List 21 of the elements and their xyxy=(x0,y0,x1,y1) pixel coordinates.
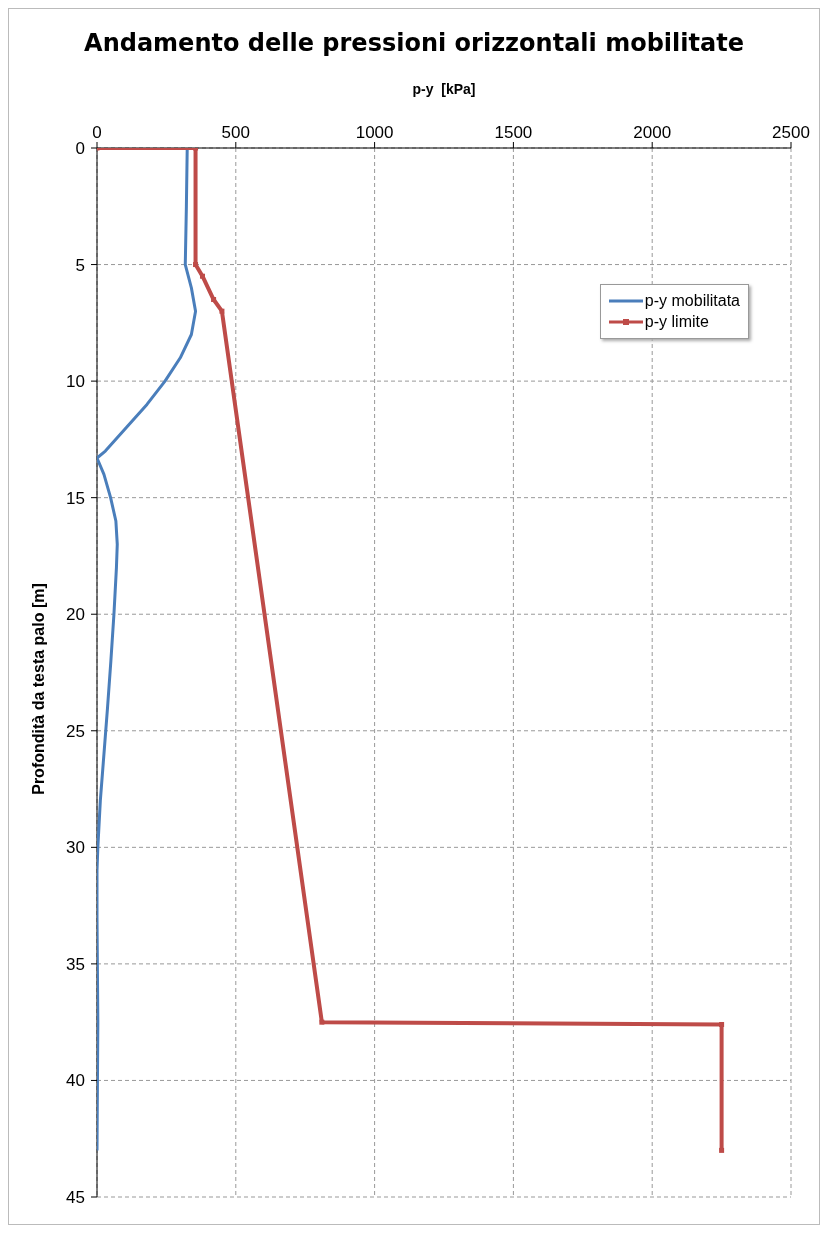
x-tick-label: 2000 xyxy=(633,123,672,142)
x-tick-label: 2500 xyxy=(772,123,810,142)
x-tick-label: 1500 xyxy=(494,123,533,142)
y-tick-label: 35 xyxy=(66,954,85,974)
y-tick-label: 0 xyxy=(75,139,85,159)
y-tick-label: 10 xyxy=(66,372,85,392)
y-tick-label: 5 xyxy=(75,255,85,275)
y-tick-label: 30 xyxy=(66,838,85,858)
y-tick-label: 40 xyxy=(66,1071,85,1091)
y-axis-title: Profondità da testa palo [m] xyxy=(30,583,48,795)
y-tick-label: 45 xyxy=(66,1188,85,1208)
legend-label: p-y mobilitata xyxy=(644,292,740,310)
x-axis-title: p-y [kPa] xyxy=(411,81,477,97)
x-tick-label: 0 xyxy=(92,123,102,142)
x-tick-label: 1000 xyxy=(355,123,394,142)
chart-title: Andamento delle pressioni orizzontali mobilitate xyxy=(83,28,745,59)
y-tick-label: 25 xyxy=(66,721,85,741)
y-tick-label: 20 xyxy=(66,605,85,625)
legend-label: p-y limite xyxy=(644,313,709,331)
x-tick-label: 500 xyxy=(221,123,250,142)
y-tick-label: 15 xyxy=(66,488,85,508)
